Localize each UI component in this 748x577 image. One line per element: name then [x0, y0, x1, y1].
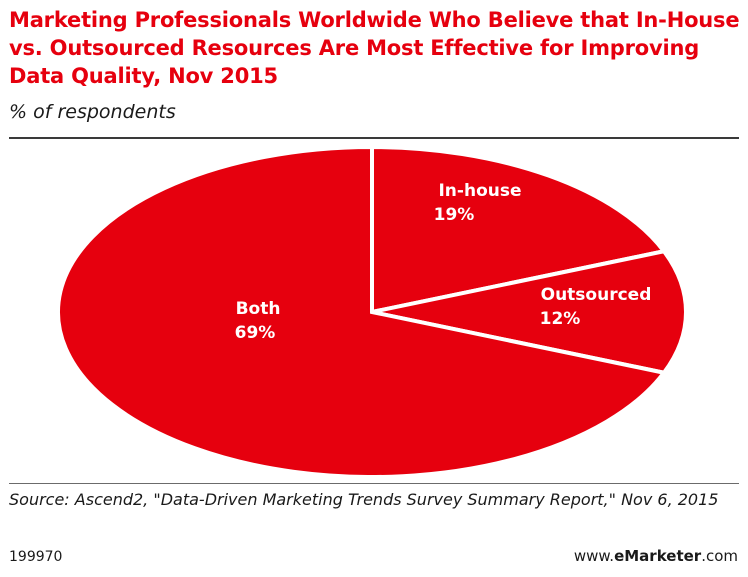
- pie-slice-both: [56, 144, 668, 475]
- pie-labels: In-house 19% Outsourced 12% Both 69%: [235, 181, 652, 343]
- top-divider: [9, 137, 739, 139]
- pie-slice-in-house: [370, 144, 668, 315]
- pie-slices: [56, 144, 688, 475]
- brand-prefix: www.: [573, 547, 615, 565]
- brand-logo[interactable]: www.eMarketer.com: [574, 547, 738, 565]
- slice-label-in-house: In-house: [438, 181, 521, 201]
- chart-title: Marketing Professionals Worldwide Who Be…: [9, 8, 740, 88]
- pie-chart: In-house 19% Outsourced 12% Both 69%: [56, 144, 688, 475]
- slice-value-in-house: 19%: [434, 205, 475, 225]
- brand-suffix: .com: [701, 547, 738, 565]
- chart-id: 199970: [9, 549, 63, 565]
- chart-subtitle: % of respondents: [9, 101, 176, 123]
- pie-slice-outsourced: [371, 249, 688, 375]
- slice-value-both: 69%: [235, 323, 276, 343]
- source-note: Source: Ascend2, "Data-Driven Marketing …: [9, 490, 719, 509]
- bottom-divider: [9, 483, 739, 484]
- brand-name: eMarketer: [614, 547, 702, 565]
- slice-value-outsourced: 12%: [540, 309, 581, 329]
- slice-label-both: Both: [236, 299, 281, 319]
- slice-label-outsourced: Outsourced: [541, 285, 652, 305]
